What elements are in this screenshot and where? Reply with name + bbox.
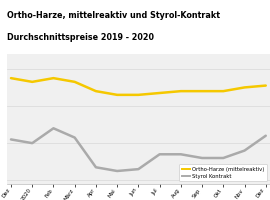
Text: Ortho-Harze, mittelreaktiv und Styrol-Kontrakt: Ortho-Harze, mittelreaktiv und Styrol-Ko…: [7, 11, 220, 20]
Text: Durchschnittspreise 2019 - 2020: Durchschnittspreise 2019 - 2020: [7, 33, 154, 42]
Legend: Ortho-Harze (mittelreaktiv), Styrol Kontrakt: Ortho-Harze (mittelreaktiv), Styrol Kont…: [179, 164, 267, 181]
Text: © 2020 Kunststoff Information, Bad Homburg - www.kiweb.de: © 2020 Kunststoff Information, Bad Hombu…: [5, 189, 168, 195]
